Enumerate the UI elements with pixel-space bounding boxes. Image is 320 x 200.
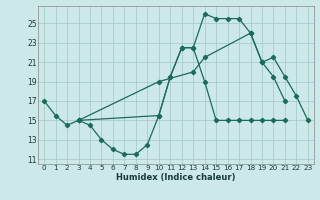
X-axis label: Humidex (Indice chaleur): Humidex (Indice chaleur) xyxy=(116,173,236,182)
